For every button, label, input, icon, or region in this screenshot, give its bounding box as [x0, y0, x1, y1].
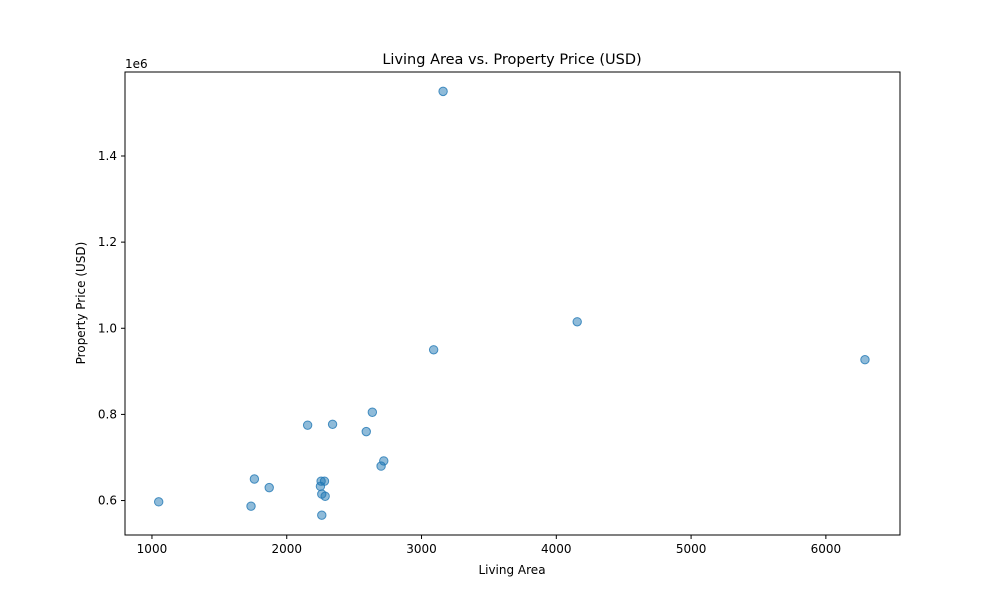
x-tick-label: 5000: [676, 542, 707, 556]
chart-title: Living Area vs. Property Price (USD): [382, 52, 641, 68]
x-tick-label: 4000: [541, 542, 572, 556]
data-point-4: [367, 407, 378, 417]
data-point-10: [249, 474, 260, 484]
data-point-2: [428, 345, 439, 355]
data-point-14: [264, 482, 274, 493]
data-point-17: [154, 497, 164, 507]
y-tick-label: 1.4: [98, 149, 117, 163]
data-point-6: [327, 419, 338, 430]
x-tick-label: 1000: [137, 542, 168, 556]
data-point-13: [315, 481, 326, 492]
data-point-5: [302, 420, 313, 430]
data-point-9: [376, 461, 386, 471]
y-tick-label: 0.8: [98, 407, 117, 421]
data-point-19: [317, 510, 327, 520]
x-axis-label: Living Area: [478, 563, 545, 577]
data-point-1: [572, 317, 582, 327]
data-point-7: [361, 426, 371, 437]
axis-ticks: 1000 2000 3000 4000 5000 6000 0.6 0.8 1.0 1.2 1.4: [98, 149, 841, 556]
y-tick-label: 1.2: [98, 235, 117, 249]
x-tick-label: 2000: [271, 542, 302, 556]
data-point-0: [438, 86, 448, 97]
y-axis-offset-label: 1e6: [125, 57, 148, 71]
data-points: [154, 86, 870, 520]
x-tick-label: 6000: [811, 542, 842, 556]
data-point-18: [246, 501, 256, 511]
x-tick-label: 3000: [406, 542, 437, 556]
data-point-16: [320, 491, 330, 501]
y-tick-label: 0.6: [98, 494, 117, 508]
y-axis-label: Property Price (USD): [74, 242, 88, 365]
y-tick-label: 1.0: [98, 321, 117, 335]
plot-area: [124, 71, 901, 536]
data-point-3: [860, 355, 870, 365]
